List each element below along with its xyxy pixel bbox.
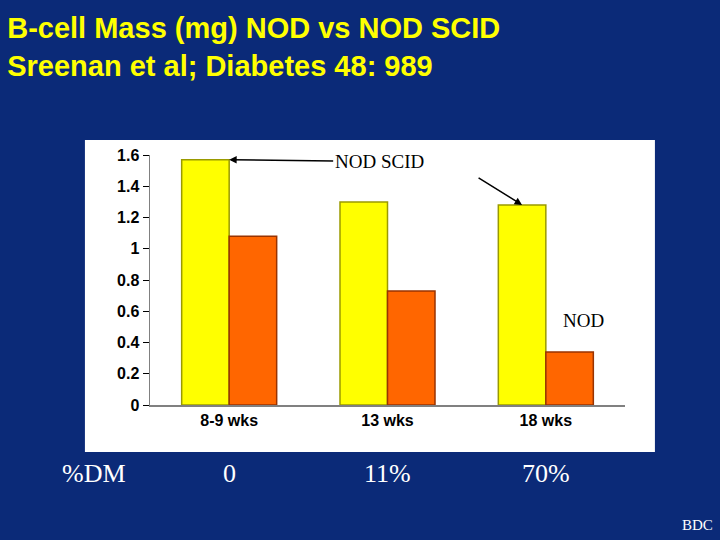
svg-text:0.2: 0.2 [117,365,139,382]
svg-text:BDC: BDC [682,517,713,533]
svg-text:0.6: 0.6 [117,303,139,320]
svg-text:70%: 70% [522,459,570,488]
svg-text:8-9 wks: 8-9 wks [200,412,258,429]
svg-text:1.4: 1.4 [117,178,139,195]
svg-text:11%: 11% [364,459,411,488]
svg-text:NOD: NOD [563,310,604,331]
svg-text:0: 0 [223,459,236,488]
svg-text:0.4: 0.4 [117,334,139,351]
svg-text:0.8: 0.8 [117,272,139,289]
svg-text:0: 0 [130,397,139,414]
svg-text:1.2: 1.2 [117,209,139,226]
svg-text:1: 1 [130,240,139,257]
svg-text:1.6: 1.6 [117,147,139,164]
svg-text:%DM: %DM [62,459,126,488]
svg-text:NOD SCID: NOD SCID [335,151,424,172]
svg-text:18 wks: 18 wks [520,412,573,429]
svg-text:13 wks: 13 wks [361,412,414,429]
svg-text:B-cell Mass (mg) NOD vs NOD SC: B-cell Mass (mg) NOD vs NOD SCIDSreenan … [7,12,500,82]
